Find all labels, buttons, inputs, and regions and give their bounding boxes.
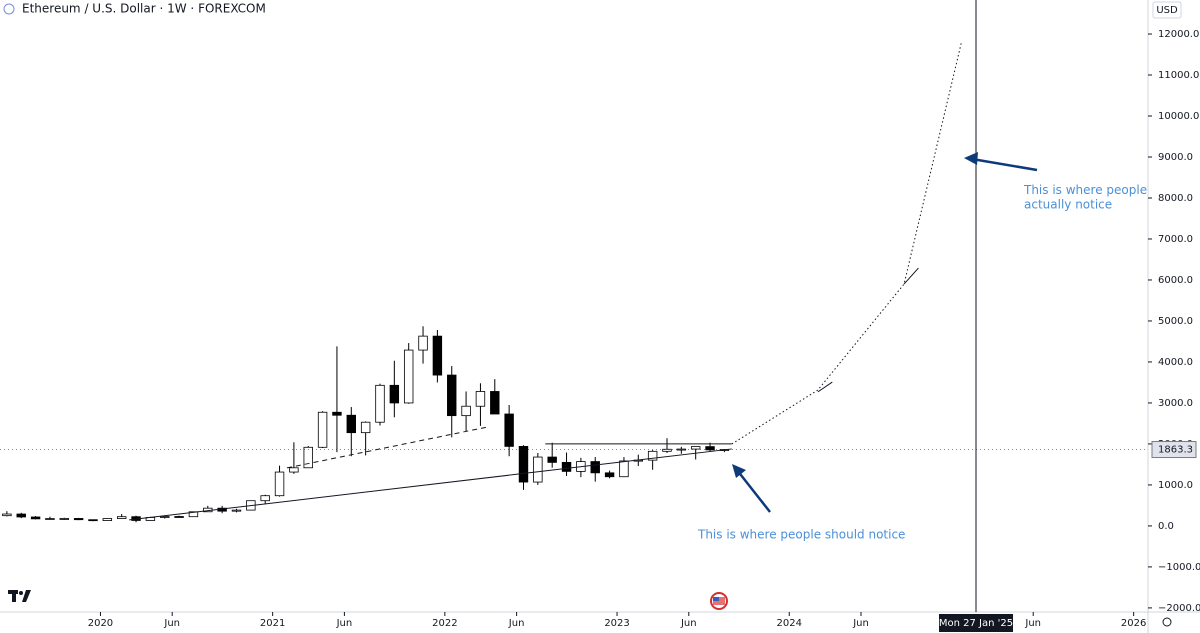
settings-icon[interactable]	[1162, 617, 1172, 627]
candle-body	[619, 460, 629, 478]
candle-body	[518, 445, 529, 483]
y-tick-label: 0.0	[1158, 521, 1174, 532]
currency: USD	[1156, 5, 1178, 16]
trend-line	[286, 426, 488, 469]
candle-body	[662, 448, 672, 452]
flag-icon	[710, 592, 728, 610]
candle-body	[30, 516, 41, 520]
candle-body	[116, 516, 127, 519]
y-tick-label: 1000.0	[1158, 480, 1193, 491]
y-tick-label: −1000.0	[1158, 562, 1200, 573]
x-tick-label: 2024	[777, 618, 802, 629]
x-tick-label: Jun	[680, 618, 697, 629]
candle-body	[231, 509, 242, 512]
x-tick-label: 2022	[432, 618, 457, 629]
candle-body	[705, 446, 715, 451]
candle-body	[188, 511, 199, 518]
crosshair-label-box	[939, 614, 1013, 632]
y-tick-label: 12000.0	[1158, 29, 1199, 40]
candle-body	[403, 349, 414, 404]
y-tick-label: 4000.0	[1158, 357, 1193, 368]
last-price-label: 1863.3	[1158, 445, 1193, 456]
candle-body	[317, 411, 328, 448]
candle-body	[561, 461, 572, 472]
candle-body	[16, 513, 26, 518]
candle-body	[160, 516, 170, 518]
x-tick-label: 2020	[88, 618, 113, 629]
tv-logo	[8, 590, 31, 602]
candle-body	[690, 446, 701, 450]
y-tick-label: −2000.0	[1158, 603, 1200, 614]
y-tick-label: 9000.0	[1158, 152, 1193, 163]
candle-body	[604, 472, 615, 478]
candle-body	[2, 513, 12, 517]
y-tick-label: 5000.0	[1158, 316, 1193, 327]
candle-body	[303, 446, 313, 469]
y-tick-label: 11000.0	[1158, 70, 1199, 81]
candle-body	[332, 411, 342, 416]
x-tick-label: 2021	[260, 618, 285, 629]
x-tick-label: 2023	[604, 618, 629, 629]
annotation: This is where people should notice	[697, 528, 905, 542]
candle-body	[447, 374, 457, 417]
candle-body	[475, 391, 486, 407]
candle-body	[45, 518, 55, 520]
trend-line	[129, 448, 732, 521]
y-tick-label: 8000.0	[1158, 193, 1193, 204]
candle-body	[375, 384, 385, 423]
x-tick-label: 2026	[1121, 618, 1146, 629]
x-tick-label: Jun	[163, 618, 180, 629]
candle-body	[289, 467, 299, 473]
candle-body	[88, 519, 98, 522]
candle-body	[647, 450, 658, 461]
candle-body	[418, 335, 428, 351]
candle-body	[274, 471, 285, 497]
x-tick-label: Jun	[508, 618, 525, 629]
candle-body	[432, 335, 443, 376]
x-tick-label: Jun	[852, 618, 869, 629]
trend-line	[817, 381, 833, 393]
y-tick-label: 10000.0	[1158, 111, 1199, 122]
plot	[0, 42, 1148, 523]
candle-body	[346, 414, 356, 434]
candle-body	[260, 495, 270, 502]
x-tick-label: Jun	[1024, 618, 1041, 629]
candle-body	[547, 456, 557, 463]
y-tick-label: 6000.0	[1158, 275, 1193, 286]
candle-body	[59, 518, 69, 520]
annotation: This is where people actually notice	[1023, 183, 1147, 211]
candle-body	[389, 384, 400, 404]
candle-body	[461, 405, 471, 417]
candle-body	[102, 518, 113, 521]
candle-body	[504, 413, 514, 447]
candle-body	[360, 421, 371, 434]
candle-body	[73, 518, 84, 521]
candle-body	[174, 516, 184, 518]
y-tick-label: 3000.0	[1158, 398, 1193, 409]
currency-box[interactable]	[1152, 1, 1182, 19]
x-tick-label: Jun	[336, 618, 353, 629]
trend-line	[903, 267, 919, 285]
candle-body	[590, 461, 600, 474]
arrow	[732, 152, 1038, 513]
y-tick-label: 7000.0	[1158, 234, 1193, 245]
candle-body	[676, 448, 687, 451]
last-price-box	[1151, 441, 1197, 459]
candle-body	[533, 456, 543, 483]
crosshair-label: Mon 27 Jan '25	[939, 618, 1013, 629]
chart-title: Ethereum / U.S. Dollar · 1W · FOREXCOM	[22, 2, 266, 16]
candle-body	[490, 391, 500, 415]
symbol-icon	[3, 3, 15, 15]
